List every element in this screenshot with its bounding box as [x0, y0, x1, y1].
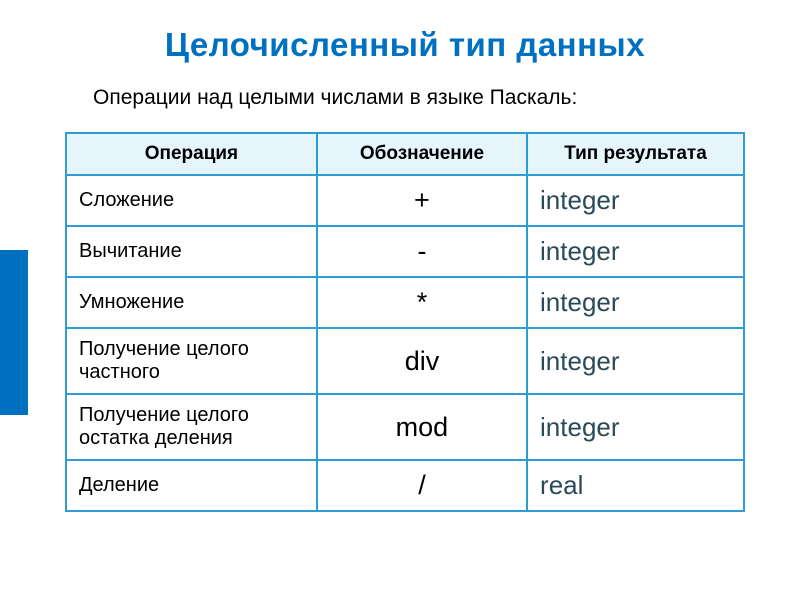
page-title: Целочисленный тип данных [65, 26, 745, 64]
left-accent-bar [0, 250, 28, 415]
table-row: Вычитание - integer [66, 226, 744, 277]
integer-ops-table: Операция Обозначение Тип результата Слож… [65, 132, 745, 512]
table-row: Сложение + integer [66, 175, 744, 226]
op-symbol: div [317, 328, 527, 394]
op-symbol: + [317, 175, 527, 226]
col-header-result: Тип результата [527, 133, 744, 175]
table-row: Деление / real [66, 460, 744, 511]
table-header-row: Операция Обозначение Тип результата [66, 133, 744, 175]
op-result: integer [527, 175, 744, 226]
op-name: Получение целого частного [66, 328, 317, 394]
op-symbol: mod [317, 394, 527, 460]
table-row: Получение целого остатка деления mod int… [66, 394, 744, 460]
table-row: Получение целого частного div integer [66, 328, 744, 394]
op-result: integer [527, 394, 744, 460]
op-name: Вычитание [66, 226, 317, 277]
op-result: integer [527, 328, 744, 394]
op-name: Деление [66, 460, 317, 511]
op-name: Умножение [66, 277, 317, 328]
op-result: integer [527, 277, 744, 328]
op-symbol: / [317, 460, 527, 511]
op-symbol: * [317, 277, 527, 328]
op-name: Сложение [66, 175, 317, 226]
op-result: real [527, 460, 744, 511]
subtitle: Операции над целыми числами в языке Паск… [65, 86, 745, 110]
col-header-symbol: Обозначение [317, 133, 527, 175]
table-row: Умножение * integer [66, 277, 744, 328]
col-header-operation: Операция [66, 133, 317, 175]
op-result: integer [527, 226, 744, 277]
op-symbol: - [317, 226, 527, 277]
slide-content: Целочисленный тип данных Операции над це… [0, 0, 800, 512]
op-name: Получение целого остатка деления [66, 394, 317, 460]
